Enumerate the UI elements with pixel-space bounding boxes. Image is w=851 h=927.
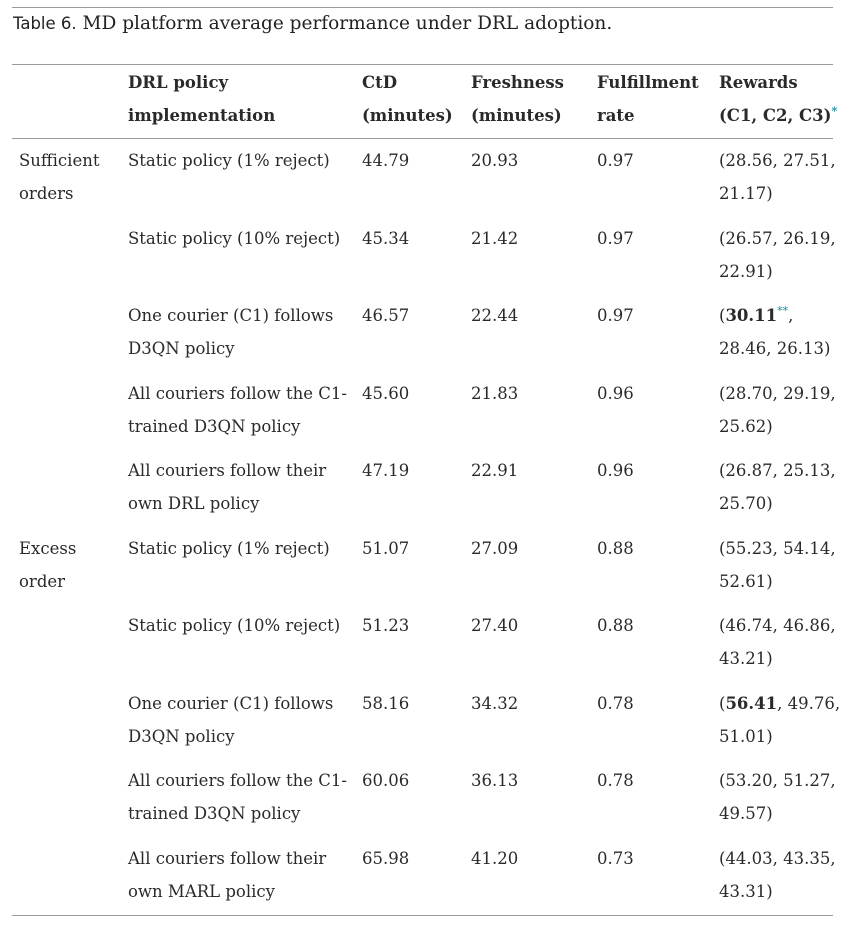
cell-fulfillment: 0.78 bbox=[597, 771, 634, 790]
cell-ctd: 46.57 bbox=[362, 306, 410, 325]
rewards-rest: , 28.46, 26.13) bbox=[719, 306, 831, 358]
cell-rewards: (46.74, 46.86, 43.21) bbox=[719, 616, 836, 668]
header-fulfillment: Fulfillment rate bbox=[597, 73, 699, 125]
cell-freshness: 34.32 bbox=[471, 694, 519, 713]
rewards-best-value: 56.41 bbox=[725, 694, 778, 713]
cell-fulfillment: 0.97 bbox=[597, 151, 634, 170]
cell-ctd: 47.19 bbox=[362, 461, 410, 480]
top-rule bbox=[12, 7, 833, 8]
cell-fulfillment: 0.73 bbox=[597, 849, 634, 868]
header-rewards-footnote[interactable]: * bbox=[831, 104, 838, 117]
cell-fulfillment: 0.97 bbox=[597, 229, 634, 248]
cell-rewards: (28.56, 27.51, 21.17) bbox=[719, 151, 836, 203]
cell-freshness: 27.40 bbox=[471, 616, 519, 635]
cell-rewards: (55.23, 54.14, 52.61) bbox=[719, 539, 836, 591]
cell-policy: Static policy (10% reject) bbox=[128, 229, 341, 248]
cell-ctd: 65.98 bbox=[362, 849, 410, 868]
cell-fulfillment: 0.97 bbox=[597, 306, 634, 325]
cell-fulfillment: 0.88 bbox=[597, 616, 634, 635]
cell-freshness: 22.44 bbox=[471, 306, 519, 325]
cell-ctd: 44.79 bbox=[362, 151, 410, 170]
cell-policy: All couriers follow the C1- trained D3QN… bbox=[128, 771, 347, 823]
table-label: Table 6. bbox=[13, 14, 77, 33]
cell-policy: All couriers follow the C1- trained D3QN… bbox=[128, 384, 347, 436]
cell-freshness: 20.93 bbox=[471, 151, 519, 170]
cell-policy: All couriers follow their own MARL polic… bbox=[128, 849, 327, 901]
rewards-footnote[interactable]: ** bbox=[777, 304, 789, 318]
cell-policy: One courier (C1) follows D3QN policy bbox=[128, 306, 334, 358]
cell-fulfillment: 0.88 bbox=[597, 539, 634, 558]
cell-ctd: 51.07 bbox=[362, 539, 410, 558]
cell-freshness: 36.13 bbox=[471, 771, 519, 790]
rewards-open: ( bbox=[719, 694, 726, 713]
cell-rewards: (26.57, 26.19, 22.91) bbox=[719, 229, 836, 281]
header-policy: DRL policy implementation bbox=[128, 73, 276, 125]
header-top-rule bbox=[12, 64, 833, 65]
cell-rewards: (53.20, 51.27, 49.57) bbox=[719, 771, 836, 823]
cell-policy: Static policy (10% reject) bbox=[128, 616, 341, 635]
group-label: Excess order bbox=[19, 539, 77, 591]
cell-freshness: 21.42 bbox=[471, 229, 519, 248]
cell-freshness: 22.91 bbox=[471, 461, 519, 480]
table-title: MD platform average performance under DR… bbox=[82, 13, 613, 34]
cell-policy: All couriers follow their own DRL policy bbox=[128, 461, 327, 513]
cell-fulfillment: 0.96 bbox=[597, 384, 634, 403]
cell-rewards: (30.11**, 28.46, 26.13) bbox=[719, 300, 830, 365]
cell-rewards: (56.41, 49.76, 51.01) bbox=[719, 688, 840, 753]
cell-policy: One courier (C1) follows D3QN policy bbox=[128, 694, 334, 746]
header-rewards-text: Rewards (C1, C2, C3) bbox=[719, 73, 832, 125]
rewards-best-value: 30.11 bbox=[725, 306, 778, 325]
cell-ctd: 51.23 bbox=[362, 616, 410, 635]
table-caption: Table 6. MD platform average performance… bbox=[13, 12, 612, 36]
cell-ctd: 45.34 bbox=[362, 229, 410, 248]
cell-rewards: (44.03, 43.35, 43.31) bbox=[719, 849, 836, 901]
header-rewards: Rewards (C1, C2, C3)* bbox=[719, 67, 837, 132]
cell-rewards: (26.87, 25.13, 25.70) bbox=[719, 461, 836, 513]
cell-freshness: 21.83 bbox=[471, 384, 519, 403]
bottom-rule bbox=[12, 915, 833, 916]
cell-policy: Static policy (1% reject) bbox=[128, 539, 330, 558]
rewards-open: ( bbox=[719, 306, 726, 325]
cell-freshness: 41.20 bbox=[471, 849, 519, 868]
cell-fulfillment: 0.96 bbox=[597, 461, 634, 480]
group-label: Sufficient orders bbox=[19, 151, 100, 203]
rewards-rest: , 49.76, 51.01) bbox=[719, 694, 841, 746]
header-ctd: CtD (minutes) bbox=[362, 73, 453, 125]
cell-fulfillment: 0.78 bbox=[597, 694, 634, 713]
header-freshness: Freshness (minutes) bbox=[471, 73, 564, 125]
cell-freshness: 27.09 bbox=[471, 539, 519, 558]
header-bottom-rule bbox=[12, 138, 833, 139]
cell-rewards: (28.70, 29.19, 25.62) bbox=[719, 384, 836, 436]
cell-policy: Static policy (1% reject) bbox=[128, 151, 330, 170]
cell-ctd: 45.60 bbox=[362, 384, 410, 403]
cell-ctd: 60.06 bbox=[362, 771, 410, 790]
cell-ctd: 58.16 bbox=[362, 694, 410, 713]
